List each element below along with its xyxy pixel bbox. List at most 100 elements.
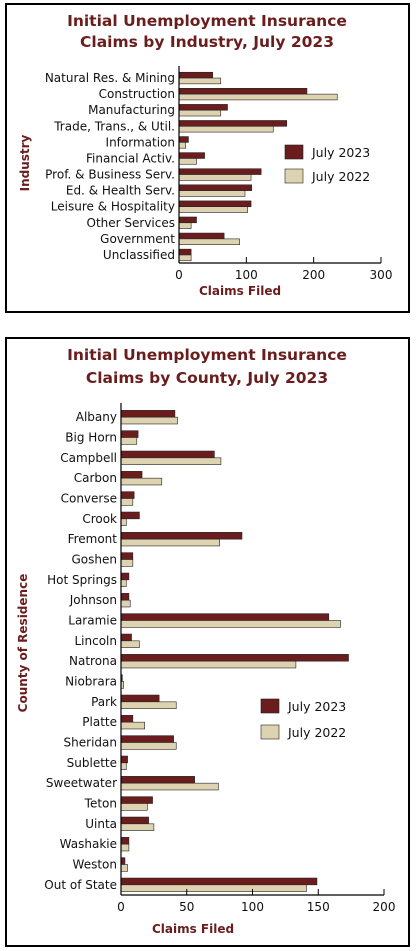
bar-july-2023-sheridan xyxy=(120,735,174,743)
bar-july-2022-platte xyxy=(120,721,145,730)
legend-label-july-2022: July 2022 xyxy=(287,725,346,740)
category-label-washakie: Washakie xyxy=(60,837,117,851)
category-label-financial-activ: Financial Activ. xyxy=(86,151,175,165)
x-axis-label: Claims Filed xyxy=(199,284,281,298)
category-label-fremont: Fremont xyxy=(68,532,118,546)
bar-july-2023-hot-springs xyxy=(120,572,130,581)
bar-july-2022-weston xyxy=(120,864,128,872)
bar-july-2022-financial-activ xyxy=(178,158,197,165)
legend-label-july-2023: July 2023 xyxy=(311,145,370,160)
bar-july-2023-johnson xyxy=(120,593,130,601)
county-chart-panel: Initial Unemployment Insurance Claims by… xyxy=(5,337,410,947)
category-label-platte: Platte xyxy=(82,715,117,729)
category-label-government: Government xyxy=(100,232,175,246)
category-label-teton: Teton xyxy=(84,797,117,811)
bar-july-2022-government xyxy=(178,238,240,245)
category-label-natrona: Natrona xyxy=(69,654,117,668)
bar-july-2023-other-services xyxy=(178,216,197,224)
legend-swatch-july-2023 xyxy=(284,144,304,160)
x-tick-label-200: 200 xyxy=(302,268,325,282)
category-label-out-of-state: Out of State xyxy=(44,878,117,892)
category-label-weston: Weston xyxy=(73,858,117,872)
category-label-natural-res-mining: Natural Res. & Mining xyxy=(45,71,175,85)
bar-july-2022-johnson xyxy=(120,599,131,608)
bar-july-2022-ed-health-serv xyxy=(178,190,246,197)
bar-july-2023-lincoln xyxy=(120,633,132,642)
category-label-niobrara: Niobrara xyxy=(65,675,117,689)
category-label-manufacturing: Manufacturing xyxy=(88,103,175,117)
bar-july-2022-crook xyxy=(120,518,127,526)
bar-july-2023-information xyxy=(178,136,189,143)
bar-july-2023-trade-trans-util xyxy=(178,120,288,127)
bar-july-2022-prof-business-serv xyxy=(178,174,252,181)
bar-july-2023-carbon xyxy=(120,471,143,479)
bar-july-2022-lincoln xyxy=(120,640,140,648)
county-chart: Initial Unemployment Insurance Claims by… xyxy=(16,346,396,936)
legend-swatch-july-2023 xyxy=(260,698,280,714)
bar-july-2022-sweetwater xyxy=(120,782,219,791)
category-label-crook: Crook xyxy=(82,512,117,526)
bar-july-2023-government xyxy=(178,232,225,240)
bar-july-2023-goshen xyxy=(120,552,134,560)
bar-july-2022-manufacturing xyxy=(178,109,222,117)
chart-title-line1: Initial Unemployment Insurance xyxy=(67,346,347,364)
bar-july-2023-unclassified xyxy=(178,248,192,256)
bar-july-2023-laramie xyxy=(120,613,330,621)
bar-july-2022-laramie xyxy=(120,620,341,628)
bar-july-2023-out-of-state xyxy=(120,877,318,886)
category-label-campbell: Campbell xyxy=(60,451,117,465)
category-label-other-services: Other Services xyxy=(87,216,176,230)
bar-july-2022-out-of-state xyxy=(120,884,307,892)
category-label-sweetwater: Sweetwater xyxy=(46,776,117,790)
legend-label-july-2023: July 2023 xyxy=(287,699,346,714)
y-axis-label: Industry xyxy=(18,134,32,191)
chart-title-line2: Claims by County, July 2023 xyxy=(86,369,328,387)
category-label-lincoln: Lincoln xyxy=(74,634,117,648)
bar-july-2023-fremont xyxy=(120,532,243,540)
bar-july-2022-washakie xyxy=(120,843,130,852)
bar-july-2023-teton xyxy=(120,796,153,804)
category-label-hot-springs: Hot Springs xyxy=(47,573,117,587)
bar-july-2022-hot-springs xyxy=(120,579,127,587)
bar-july-2023-campbell xyxy=(120,450,215,459)
bar-july-2023-natural-res-mining xyxy=(178,71,213,79)
x-tick-label-200: 200 xyxy=(373,900,396,914)
bar-july-2022-sublette xyxy=(120,762,127,770)
x-tick-label-100: 100 xyxy=(241,900,264,914)
legend-label-july-2022: July 2022 xyxy=(311,169,370,184)
category-label-converse: Converse xyxy=(61,492,117,506)
x-tick-label-0: 0 xyxy=(175,268,183,282)
bar-july-2022-natrona xyxy=(120,660,297,669)
bar-july-2023-washakie xyxy=(120,837,130,845)
bar-july-2022-uinta xyxy=(120,823,155,831)
category-label-unclassified: Unclassified xyxy=(103,248,175,262)
industry-chart: Initial Unemployment Insurance Claims by… xyxy=(18,12,393,298)
x-tick-label-150: 150 xyxy=(307,900,330,914)
bar-july-2022-carbon xyxy=(120,477,163,486)
bar-july-2022-other-services xyxy=(178,222,192,229)
category-label-goshen: Goshen xyxy=(72,553,118,567)
bar-july-2023-construction xyxy=(178,88,308,95)
bar-july-2023-uinta xyxy=(120,816,149,825)
category-label-albany: Albany xyxy=(76,410,117,424)
x-tick-label-300: 300 xyxy=(370,268,393,282)
bar-july-2023-albany xyxy=(120,410,176,418)
bar-july-2023-big-horn xyxy=(120,430,139,438)
category-label-trade-trans-util: Trade, Trans., & Util. xyxy=(53,119,175,133)
y-axis-label: County of Residence xyxy=(16,574,30,713)
bar-july-2022-sheridan xyxy=(120,742,177,750)
bar-july-2023-sublette xyxy=(120,755,128,764)
category-label-park: Park xyxy=(91,695,117,709)
bar-july-2023-manufacturing xyxy=(178,104,228,111)
chart-title-line1: Initial Unemployment Insurance xyxy=(67,12,347,30)
bar-july-2022-goshen xyxy=(120,559,134,567)
chart-title-line2: Claims by Industry, July 2023 xyxy=(80,33,334,51)
category-label-sheridan: Sheridan xyxy=(64,736,117,750)
bar-july-2022-natural-res-mining xyxy=(178,77,222,85)
x-tick-label-50: 50 xyxy=(179,900,194,914)
bar-july-2022-fremont xyxy=(120,538,220,547)
bar-july-2023-natrona xyxy=(120,654,349,662)
bar-july-2022-unclassified xyxy=(178,254,192,262)
category-label-leisure-hospitality: Leisure & Hospitality xyxy=(51,200,175,214)
industry-chart-panel: Initial Unemployment Insurance Claims by… xyxy=(5,3,410,313)
